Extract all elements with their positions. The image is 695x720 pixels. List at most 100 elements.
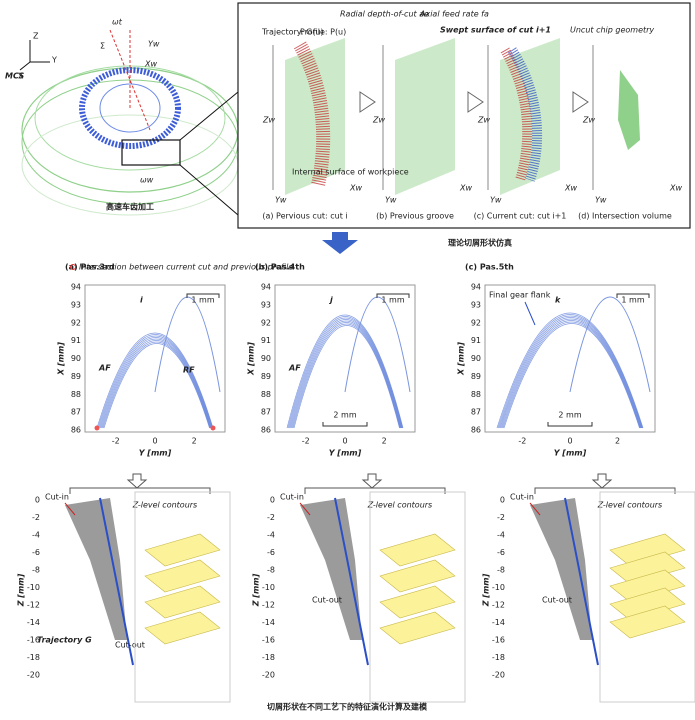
scale-label: 1 mm <box>191 296 214 305</box>
y-tick-label: 90 <box>261 354 271 363</box>
contour-layer <box>609 533 686 567</box>
profile-curve <box>96 332 214 429</box>
contour-layer <box>144 585 221 619</box>
z-tick-label: -14 <box>27 618 40 627</box>
curve-mark: i <box>140 296 143 305</box>
z-tick-label: -6 <box>497 548 505 557</box>
profile-curve <box>102 341 211 429</box>
scale-bracket <box>186 293 220 298</box>
z-tick-label: -2 <box>32 513 40 522</box>
panel-caption: (b) Previous groove <box>376 212 454 221</box>
y-tick-label: 94 <box>471 283 481 292</box>
contour-frame <box>134 491 231 703</box>
contour-layer <box>379 611 456 645</box>
axis-label: Yw <box>490 196 502 205</box>
y-tick-label: 86 <box>261 426 271 435</box>
profile-curve <box>97 334 213 429</box>
section-caption: 理论切屑形状仿真 <box>448 238 512 248</box>
y-tick-label: 88 <box>261 390 271 399</box>
y-tick-label: 91 <box>71 336 81 345</box>
hollow-arrow <box>591 473 613 489</box>
z-tick-label: -16 <box>492 636 505 645</box>
contour-layer <box>379 533 456 567</box>
y-tick-label: 93 <box>71 300 81 309</box>
axis-label: Xw <box>564 184 577 193</box>
y-tick-label: 90 <box>71 354 81 363</box>
contour-title: Z-level contours <box>132 501 197 510</box>
cut-in-label: Cut-in <box>45 493 69 502</box>
profile-curve <box>497 314 643 429</box>
x-tick-label: -2 <box>112 437 120 446</box>
intersection-point <box>94 425 100 431</box>
z-tick-label: -8 <box>267 566 275 575</box>
axis-label: Xw <box>669 184 682 193</box>
region-label: AF <box>288 364 301 373</box>
profile-curve <box>499 317 642 429</box>
bracket <box>304 487 446 494</box>
axis-label: Xw <box>459 184 472 193</box>
previous-profile <box>344 296 411 393</box>
x-tick-label: 2 <box>382 437 387 446</box>
frame-label: MCS <box>5 72 25 81</box>
z-tick-label: -10 <box>492 583 505 592</box>
z-tick-label: -4 <box>267 531 275 540</box>
bracket <box>534 487 676 494</box>
scale-bracket <box>376 293 410 298</box>
x-tick-label: -2 <box>518 437 526 446</box>
curve-mark: j <box>328 296 333 305</box>
contour-layer <box>609 569 686 603</box>
x-axis-label: Y [mm] <box>139 449 172 458</box>
contour-layer <box>609 605 686 639</box>
y-tick-label: 92 <box>71 318 81 327</box>
z-tick-label: -20 <box>27 671 40 680</box>
axis-label: Zw <box>262 116 275 125</box>
scale-bracket <box>616 293 650 298</box>
z-tick-label: -20 <box>262 671 275 680</box>
y-tick-label: 92 <box>471 318 481 327</box>
axis-label: Z <box>33 32 39 41</box>
z-tick-label: -12 <box>27 601 40 610</box>
panel-caption: (a) Pervious cut: cut i <box>262 212 347 221</box>
x-tick-label: 2 <box>615 437 620 446</box>
y-tick-label: 87 <box>471 408 481 417</box>
tool-label: Yw <box>148 40 160 49</box>
y-tick-label: 93 <box>471 300 481 309</box>
y-axis-label: X [mm] <box>247 342 256 376</box>
cut-in-label: Cut-in <box>510 493 534 502</box>
profile-curve <box>291 322 401 429</box>
trajectory-line <box>99 497 134 666</box>
region-label: AF <box>98 364 111 373</box>
trajectory-line <box>334 497 369 666</box>
down-arrow <box>322 232 358 254</box>
z-axis-label: Z [mm] <box>17 573 26 607</box>
profile-curve <box>498 315 643 429</box>
cut-out-label: Cut-out <box>115 641 145 650</box>
previous-profile <box>569 296 651 393</box>
z-axis-label: Z [mm] <box>252 573 261 607</box>
annotation: Trajectory: G(u) <box>261 28 324 37</box>
simulation-panels <box>285 38 640 195</box>
profile-curve <box>103 343 210 429</box>
scale-label: 1 mm <box>381 296 404 305</box>
profile-curve <box>500 318 642 429</box>
previous-profile <box>154 296 221 393</box>
contour-layer <box>144 533 221 567</box>
hollow-arrow <box>361 473 383 489</box>
arrow <box>529 502 541 516</box>
z-axis-label: Z [mm] <box>482 573 491 607</box>
contour-layer <box>144 611 221 645</box>
intersection-point <box>210 425 216 431</box>
plot-frame <box>274 284 416 433</box>
z-tick-label: -6 <box>32 548 40 557</box>
z-tick-label: 0 <box>500 496 505 505</box>
z-tick-label: 0 <box>35 496 40 505</box>
axis-label: Zw <box>582 116 595 125</box>
z-tick-label: -8 <box>32 566 40 575</box>
scale-label: 1 mm <box>621 296 644 305</box>
y-tick-label: 93 <box>261 300 271 309</box>
z-tick-label: -4 <box>497 531 505 540</box>
y-tick-label: 87 <box>261 408 271 417</box>
simulation-box <box>237 2 691 229</box>
